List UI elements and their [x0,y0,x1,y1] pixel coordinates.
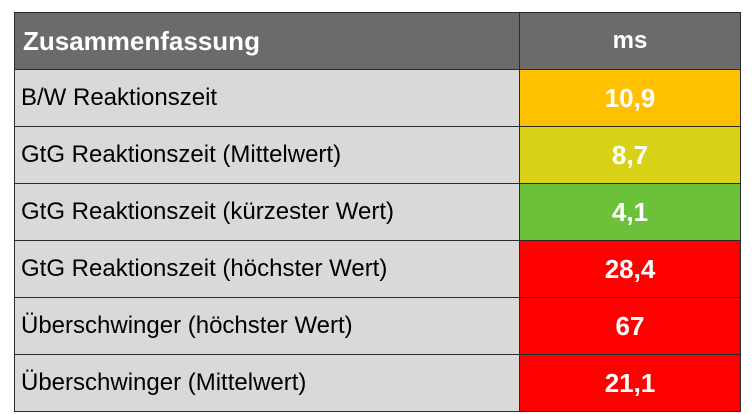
row-label: Überschwinger (Mittelwert) [14,354,520,412]
row-value: 28,4 [519,240,741,298]
table-header-row: Zusammenfassung ms [14,12,741,70]
row-label: GtG Reaktionszeit (kürzester Wert) [14,183,520,241]
table-row: GtG Reaktionszeit (Mittelwert) 8,7 [14,126,741,184]
row-label: GtG Reaktionszeit (höchster Wert) [14,240,520,298]
row-value: 10,9 [519,69,741,127]
row-value: 8,7 [519,126,741,184]
row-label: GtG Reaktionszeit (Mittelwert) [14,126,520,184]
row-value: 4,1 [519,183,741,241]
row-label: B/W Reaktionszeit [14,69,520,127]
table-row: Überschwinger (Mittelwert) 21,1 [14,354,741,412]
unit-header: ms [519,12,741,70]
table-row: GtG Reaktionszeit (höchster Wert) 28,4 [14,240,741,298]
row-value: 21,1 [519,354,741,412]
table-row: GtG Reaktionszeit (kürzester Wert) 4,1 [14,183,741,241]
row-label: Überschwinger (höchster Wert) [14,297,520,355]
table-row: B/W Reaktionszeit 10,9 [14,69,741,127]
table-row: Überschwinger (höchster Wert) 67 [14,297,741,355]
row-value: 67 [519,297,741,355]
summary-table: Zusammenfassung ms B/W Reaktionszeit 10,… [14,12,741,412]
table-title: Zusammenfassung [14,12,520,70]
